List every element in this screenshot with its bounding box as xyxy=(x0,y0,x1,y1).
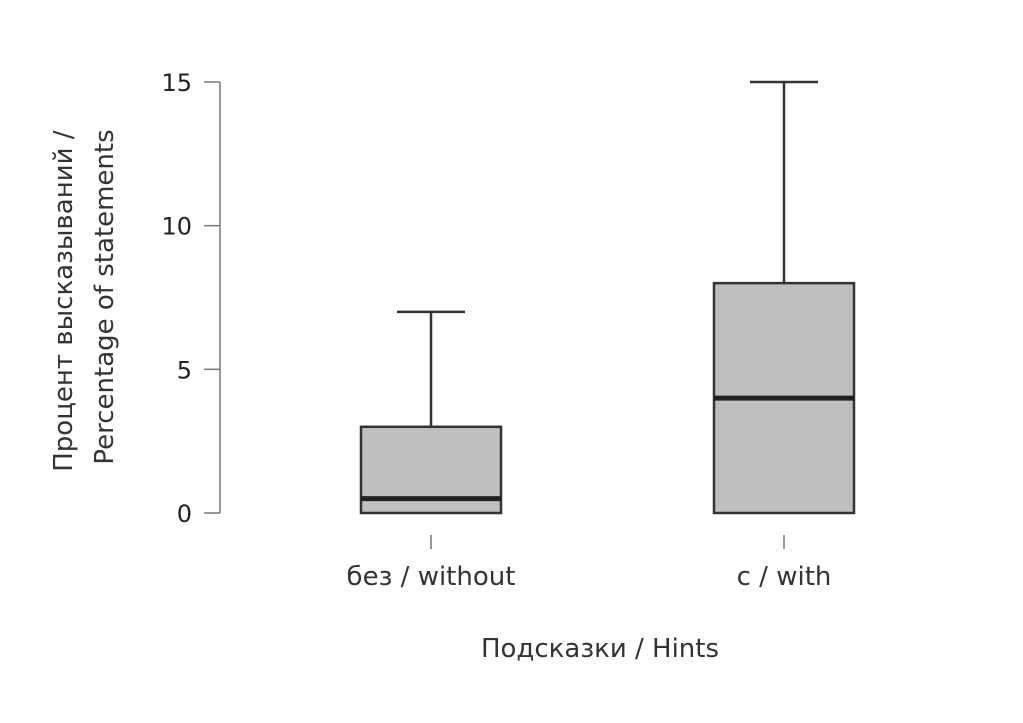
y-tick-label: 0 xyxy=(177,500,192,528)
y-tick-label: 5 xyxy=(177,356,192,384)
x-axis-title: Подсказки / Hints xyxy=(481,634,719,664)
y-axis-title: Процент высказываний / Percentage of sta… xyxy=(49,122,120,472)
y-tick-label: 10 xyxy=(161,213,192,241)
box-with xyxy=(712,80,856,515)
x-axis: без / without с / with xyxy=(347,535,832,592)
boxes-group xyxy=(359,80,856,515)
y-axis: 0 5 10 15 xyxy=(161,69,221,528)
x-tick-label: без / without xyxy=(347,562,516,592)
y-axis-title-line-2: Percentage of statements xyxy=(90,129,120,464)
y-tick-label: 15 xyxy=(161,69,192,97)
box-without xyxy=(359,310,503,515)
y-axis-title-line-1: Процент высказываний / xyxy=(49,130,79,472)
x-tick-label: с / with xyxy=(737,562,832,592)
